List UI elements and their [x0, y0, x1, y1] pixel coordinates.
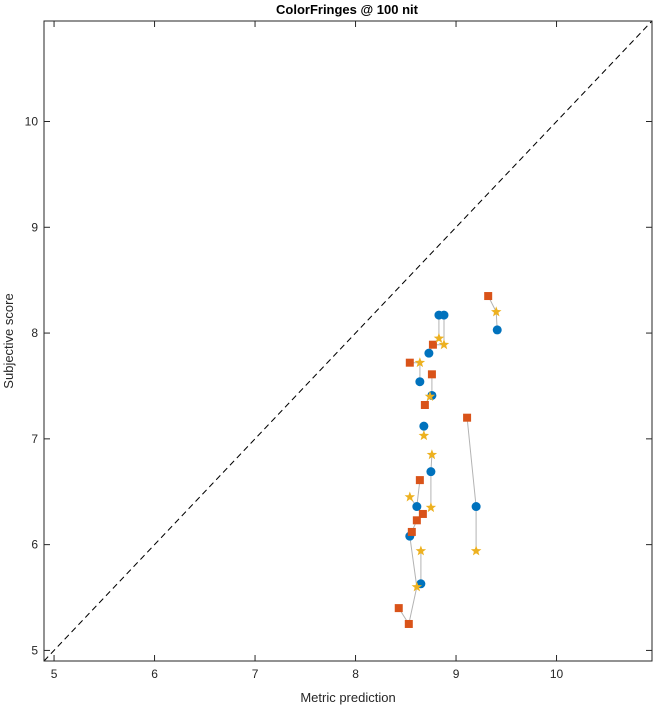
data-point-star — [415, 545, 427, 556]
data-point-square — [418, 509, 427, 518]
data-point-circle — [415, 377, 425, 387]
data-point-square — [463, 413, 472, 422]
y-tick-label: 5 — [31, 643, 38, 657]
y-axis-label: Subjective score — [1, 293, 16, 388]
data-point-square — [404, 619, 413, 628]
data-point-star — [418, 430, 430, 441]
connector-line — [409, 536, 422, 588]
axis-ticks: 5 6 7 8 9 10 5 6 7 8 9 10 — [25, 21, 652, 681]
x-tick-label: 10 — [550, 667, 564, 681]
data-point-square — [427, 370, 436, 379]
y-tick-label: 8 — [31, 326, 38, 340]
reference-line — [43, 20, 653, 662]
plot-area — [43, 20, 653, 662]
data-point-circle — [412, 502, 422, 512]
y-tick-label: 7 — [31, 432, 38, 446]
data-point-square — [484, 292, 493, 301]
data-point-star — [438, 339, 450, 350]
x-tick-label: 5 — [51, 667, 58, 681]
data-point-circle — [439, 310, 449, 320]
x-tick-label: 7 — [252, 667, 259, 681]
data-point-star — [411, 581, 423, 592]
y-tick-label: 10 — [25, 114, 39, 128]
x-axis-label: Metric prediction — [300, 690, 395, 705]
x-tick-label: 8 — [352, 667, 359, 681]
x-tick-label: 6 — [151, 667, 158, 681]
data-point-square — [428, 340, 437, 349]
data-point-star — [424, 391, 436, 401]
data-point-square — [407, 527, 416, 536]
data-point-star — [414, 357, 426, 368]
connector-line — [430, 454, 433, 508]
data-point-circle — [426, 467, 436, 477]
data-point-square — [394, 604, 403, 613]
data-point-square — [412, 516, 421, 525]
connector-line — [424, 374, 433, 406]
data-point-square — [420, 401, 429, 409]
data-point-star — [433, 332, 445, 343]
data-point-circle — [424, 348, 434, 358]
data-point-star — [425, 502, 437, 513]
connector-line — [466, 417, 477, 551]
axes-box — [43, 20, 653, 662]
y-tick-label: 6 — [31, 538, 38, 552]
x-tick-label: 9 — [453, 667, 460, 681]
data-point-star — [426, 449, 438, 460]
data-point-square — [415, 476, 424, 485]
data-point-square — [405, 358, 414, 367]
data-point-star — [470, 545, 482, 556]
y-tick-label: 9 — [31, 220, 38, 234]
data-point-star — [491, 306, 502, 317]
data-point-circle — [492, 325, 502, 335]
data-point-star — [404, 491, 415, 502]
data-point-circle — [419, 421, 429, 431]
chart-title: ColorFringes @ 100 nit — [276, 2, 419, 17]
data-point-circle — [471, 502, 481, 512]
